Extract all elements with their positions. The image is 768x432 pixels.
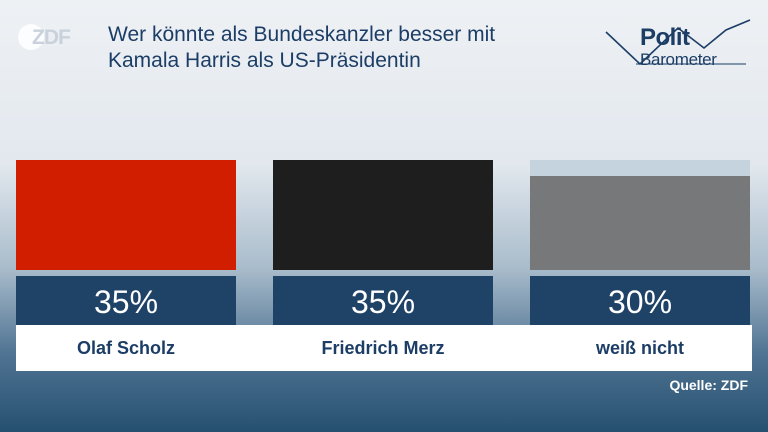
bar-value-label: 30% <box>530 276 750 328</box>
politbarometer-logo: Polit Barometer <box>596 18 756 80</box>
category-label: weiß nicht <box>595 338 684 358</box>
chart-title-line-2: Kamala Harris als US-Präsidentin <box>108 49 421 72</box>
politbarometer-word-1: Polit <box>640 24 690 51</box>
category-label: Friedrich Merz <box>321 338 445 358</box>
politbarometer-word-2: Barometer <box>640 50 717 69</box>
bar-track <box>16 160 236 270</box>
bar-column-0: 35% <box>16 160 236 328</box>
bar-track <box>273 160 493 270</box>
zdf-logo-circle <box>18 24 44 50</box>
politbarometer-zigzag-icon <box>605 19 751 66</box>
bar <box>16 160 236 270</box>
bar-track <box>530 160 750 270</box>
source-note: Quelle: ZDF <box>669 377 748 393</box>
zdf-logo-text: ZDF <box>32 26 71 49</box>
bar-value-label: 35% <box>273 276 493 328</box>
category-label: Olaf Scholz <box>76 338 175 358</box>
bar-value-label: 35% <box>16 276 236 328</box>
zdf-logo: ZDF <box>18 24 76 50</box>
bar <box>273 160 493 270</box>
bar-column-1: 35% <box>273 160 493 328</box>
chart-title: Wer könnte als Bundeskanzler besser mit … <box>108 22 578 74</box>
bar <box>530 176 750 270</box>
category-label-bar: Olaf Scholz Friedrich Merz weiß nicht <box>16 325 752 371</box>
bar-column-2: 30% <box>530 160 750 328</box>
chart-title-line-1: Wer könnte als Bundeskanzler besser mit <box>108 23 496 46</box>
